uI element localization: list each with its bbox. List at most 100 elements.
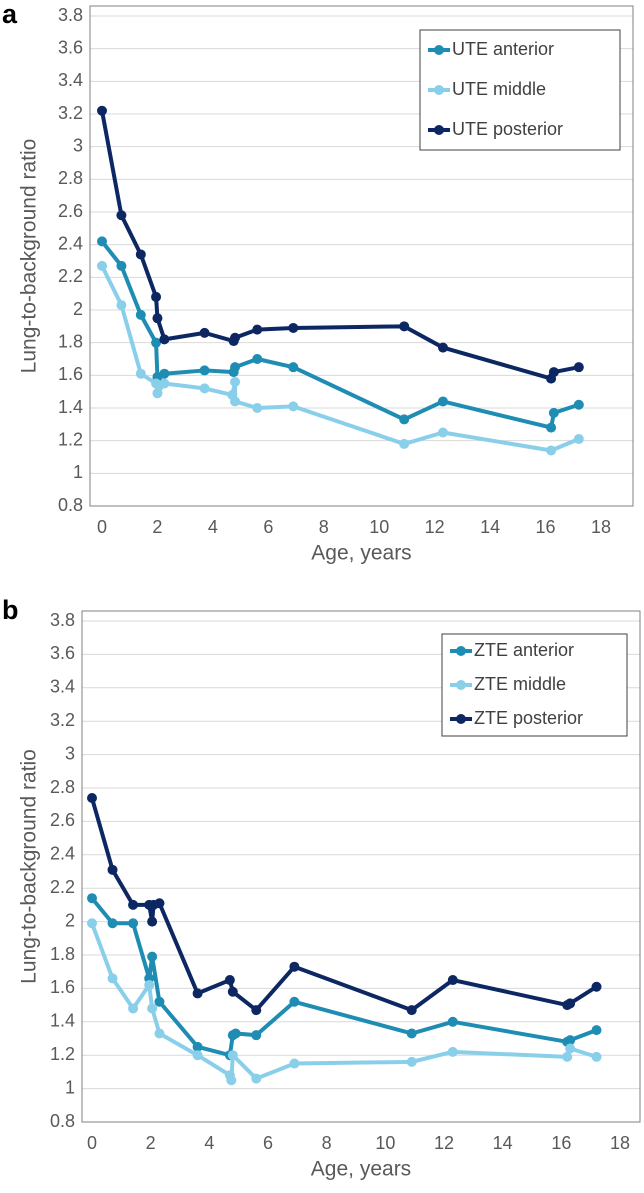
legend-marker: [456, 646, 466, 656]
y-tick-label: 3.4: [58, 70, 83, 90]
data-point: [151, 378, 162, 389]
data-point: [116, 300, 127, 311]
data-point: [230, 376, 241, 387]
y-tick-label: 1.2: [50, 1044, 75, 1064]
x-tick-label: 0: [87, 1133, 97, 1153]
data-point: [97, 105, 107, 116]
data-point: [116, 260, 127, 271]
data-point: [227, 986, 238, 997]
legend-label: ZTE anterior: [474, 640, 574, 660]
data-point: [288, 401, 299, 412]
legend-marker: [456, 714, 466, 724]
data-point: [151, 291, 162, 302]
y-tick-label: 3.6: [58, 37, 83, 57]
plot-frame: [81, 610, 641, 1123]
x-tick-label: 18: [591, 517, 611, 537]
data-point: [107, 864, 118, 875]
data-point: [546, 422, 557, 433]
data-point: [147, 1003, 158, 1014]
data-point: [252, 354, 263, 364]
series-line: [90, 797, 598, 1013]
data-point: [565, 1043, 576, 1054]
panel-label: b: [2, 595, 19, 625]
y-tick-label: 1: [73, 462, 83, 482]
data-point: [87, 793, 97, 804]
legend-marker: [456, 680, 466, 690]
y-tick-label: 2: [65, 910, 75, 930]
y-tick-label: 1.8: [58, 331, 83, 351]
data-point: [251, 1005, 262, 1016]
x-tick-label: 6: [263, 517, 273, 537]
data-point: [289, 1058, 300, 1069]
data-point: [565, 998, 576, 1009]
y-tick-label: 2.6: [58, 201, 83, 221]
legend-marker: [434, 125, 444, 135]
data-point: [226, 1075, 237, 1086]
data-point: [406, 1028, 417, 1039]
y-tick-label: 3.4: [50, 677, 75, 697]
data-point: [97, 236, 107, 247]
legend-box: [419, 29, 621, 151]
y-tick-label: 3.2: [58, 103, 83, 123]
x-tick-label: 6: [263, 1133, 273, 1153]
data-point: [116, 210, 127, 221]
series-line: [100, 265, 580, 453]
data-point: [199, 383, 210, 394]
data-point: [573, 362, 584, 373]
data-point: [159, 378, 170, 389]
data-point: [548, 407, 559, 418]
data-point: [406, 1056, 417, 1067]
data-point: [562, 1051, 573, 1062]
data-point: [135, 368, 146, 379]
y-tick-label: 0.8: [58, 495, 83, 515]
data-point: [251, 1030, 262, 1041]
data-point: [573, 399, 584, 410]
x-tick-label: 14: [493, 1133, 513, 1153]
data-point: [135, 249, 146, 260]
data-point: [135, 309, 146, 320]
x-tick-label: 8: [322, 1133, 332, 1153]
y-tick-label: 1.8: [50, 944, 75, 964]
y-axis-title: Lung-to-background ratio: [18, 749, 41, 984]
y-tick-label: 1.6: [58, 364, 83, 384]
x-tick-label: 8: [319, 517, 329, 537]
y-tick-label: 0.8: [50, 1111, 75, 1131]
legend-marker: [434, 85, 444, 95]
data-point: [437, 342, 448, 353]
data-point: [406, 1005, 417, 1016]
x-tick-label: 18: [610, 1133, 630, 1153]
y-tick-label: 1.6: [50, 977, 75, 997]
data-point: [199, 327, 210, 338]
data-point: [192, 1050, 203, 1061]
legend-label: UTE middle: [452, 79, 546, 99]
data-point: [251, 1073, 262, 1084]
x-tick-label: 4: [208, 517, 218, 537]
data-point: [399, 321, 410, 332]
data-point: [154, 996, 165, 1007]
data-point: [591, 1051, 602, 1062]
legend-label: ZTE posterior: [474, 708, 583, 728]
y-tick-label: 1: [65, 1077, 75, 1097]
y-tick-label: 1.2: [58, 429, 83, 449]
x-tick-label: 12: [425, 517, 445, 537]
data-point: [192, 988, 203, 999]
data-point: [152, 313, 163, 324]
data-point: [399, 414, 410, 425]
legend-box: [441, 633, 628, 737]
data-point: [159, 334, 170, 345]
data-point: [447, 1046, 458, 1057]
y-tick-label: 2.8: [50, 777, 75, 797]
x-tick-label: 2: [152, 517, 162, 537]
y-tick-label: 2: [73, 299, 83, 319]
data-point: [447, 1016, 458, 1027]
data-point: [573, 434, 584, 445]
data-point: [87, 893, 97, 904]
x-tick-label: 4: [204, 1133, 214, 1153]
data-point: [147, 951, 158, 962]
data-point: [87, 918, 97, 929]
data-point: [437, 427, 448, 438]
data-point: [230, 396, 241, 407]
data-point: [128, 899, 139, 910]
data-point: [447, 975, 458, 986]
